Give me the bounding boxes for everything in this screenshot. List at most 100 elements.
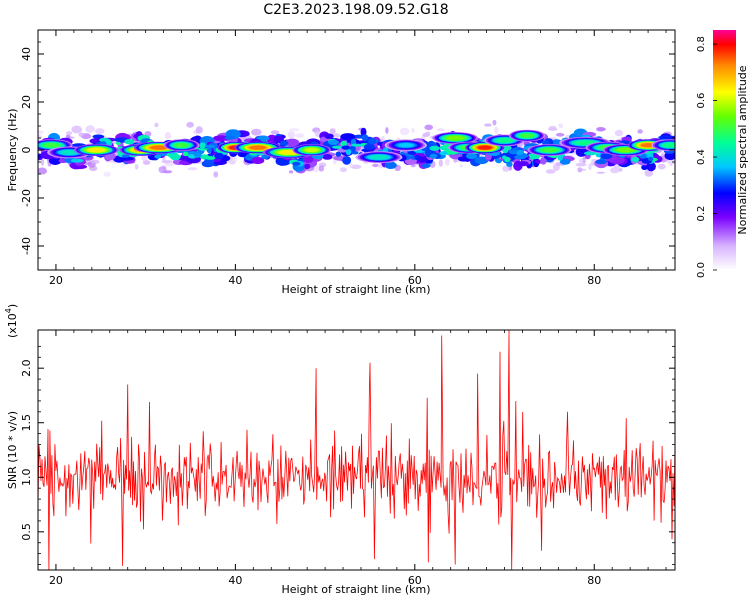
heatmap-core-blob [279,140,289,146]
heatmap-band-blob [540,157,547,165]
heatmap-halo-blob [350,164,362,170]
heatmap-halo-blob [331,133,341,138]
heatmap-core-blob [169,153,181,161]
heatmap-peak [249,145,267,150]
heatmap-halo-blob [381,135,385,142]
heatmap-halo-blob [142,160,151,165]
heatmap-core-blob [439,151,448,156]
heatmap-halo-blob [422,132,431,137]
heatmap-core-blob [292,161,301,166]
snr-panel: 20 40 60 80 0.5 1.0 1.5 2.0 Height of straight … [4,304,676,596]
heatmap-core-blob [341,145,351,150]
heatmap-core-blob [647,156,654,162]
heatmap-halo-blob [558,123,564,129]
heatmap-halo-blob [502,165,510,172]
heatmap-band-blob [466,153,477,160]
heatmap-peak [477,145,492,150]
colorbar-ticks: 0.0 0.2 0.4 0.6 0.8 [696,36,717,278]
heatmap-halo-blob [436,128,445,132]
heatmap-halo-blob [661,152,666,156]
heatmap-core-blob [350,143,363,147]
heatmap-band-blob [646,161,656,172]
heatmap-halo-blob [425,131,431,134]
heatmap-halo-blob [195,126,203,134]
heatmap-core-blob [600,152,613,160]
heatmap-core-blob [414,154,421,161]
heatmap-peak [541,147,558,153]
heatmap-band-blob [303,155,314,163]
svg-text:(x104): (x104) [4,304,19,338]
heatmap-halo-blob [596,127,606,132]
heatmap-band-blob [516,161,529,167]
heatmap-halo-blob [588,163,592,171]
heatmap-x-axis-label: Height of straight line (km) [281,283,430,296]
heatmap-core-blob [516,151,523,155]
heatmap-x-tick-label: 80 [587,274,601,287]
heatmap-core-blob [557,154,563,161]
heatmap-core-blob [199,142,206,149]
heatmap-halo-blob [669,163,673,166]
heatmap-halo-blob [65,134,71,139]
snr-y-axis-label: SNR (10 * v/v) [6,411,19,489]
heatmap-halo-blob [545,169,556,174]
heatmap-band-blob [73,164,87,169]
snr-multiplier-exponent: 4 [4,308,13,313]
heatmap-halo-blob [596,171,606,174]
heatmap-halo-blob [494,126,499,135]
snr-ticks: 20 40 60 80 0.5 1.0 1.5 2.0 [20,330,675,587]
heatmap-band-blob [659,134,674,141]
heatmap-band-blob [322,154,333,160]
heatmap-band-blob [342,156,352,165]
heatmap-halo-blob [134,163,139,170]
heatmap-halo-blob [329,128,336,135]
heatmap-halo-blob [618,167,623,172]
heatmap-halo-blob [484,123,492,127]
heatmap-core-blob [327,139,340,145]
heatmap-halo-blob [287,130,295,139]
heatmap-halo-blob [294,133,305,138]
heatmap-peak [446,135,464,141]
heatmap-halo-blob [318,165,325,172]
heatmap-halo-blob [186,121,194,128]
snr-series-line [38,330,675,570]
snr-x-axis-label: Height of straight line (km) [281,583,430,596]
heatmap-halo-blob [187,167,198,171]
heatmap-halo-blob [492,119,497,126]
heatmap-core-blob [183,151,189,157]
heatmap-y-tick-label: -40 [20,237,33,255]
heatmap-halo-blob [162,170,173,174]
heatmap-core-blob [504,156,511,163]
snr-y-tick-label: 2.0 [20,359,33,377]
heatmap-band-blob [251,156,265,165]
snr-x-tick-label: 60 [408,574,422,587]
snr-x-tick-label: 20 [49,574,63,587]
heatmap-halo-blob [459,164,463,168]
heatmap-halo-blob [340,167,347,173]
heatmap-peak [304,147,319,153]
heatmap-core-blob [345,148,352,156]
heatmap-halo-blob [333,159,337,165]
heatmap-halo-blob [610,167,620,174]
heatmap-halo-blob [577,167,583,173]
heatmap-band-blob [384,161,397,169]
heatmap-halo-blob [580,159,587,162]
heatmap-band-blob [422,163,431,169]
heatmap-halo-blob [250,128,262,136]
snr-multiplier-suffix: ) [6,304,19,308]
heatmap-halo-blob [38,134,43,140]
heatmap-core-blob [206,146,212,154]
heatmap-halo-blob [411,128,415,133]
heatmap-halo-blob [213,171,219,178]
heatmap-band-blob [575,147,587,157]
snr-y-tick-label: 1.5 [20,414,33,432]
heatmap-y-tick-label: 40 [20,47,33,61]
heatmap-band-blob [118,156,134,161]
heatmap-band-blob [135,131,143,137]
heatmap-band-blob [285,138,300,147]
heatmap-peak [43,143,60,148]
heatmap-halo-blob [657,163,666,170]
heatmap-band-blob [641,164,648,171]
heatmap-core-blob [335,151,342,157]
figure-title: C2E3.2023.198.09.52.G18 [263,2,448,18]
heatmap-band-blob [360,127,367,137]
